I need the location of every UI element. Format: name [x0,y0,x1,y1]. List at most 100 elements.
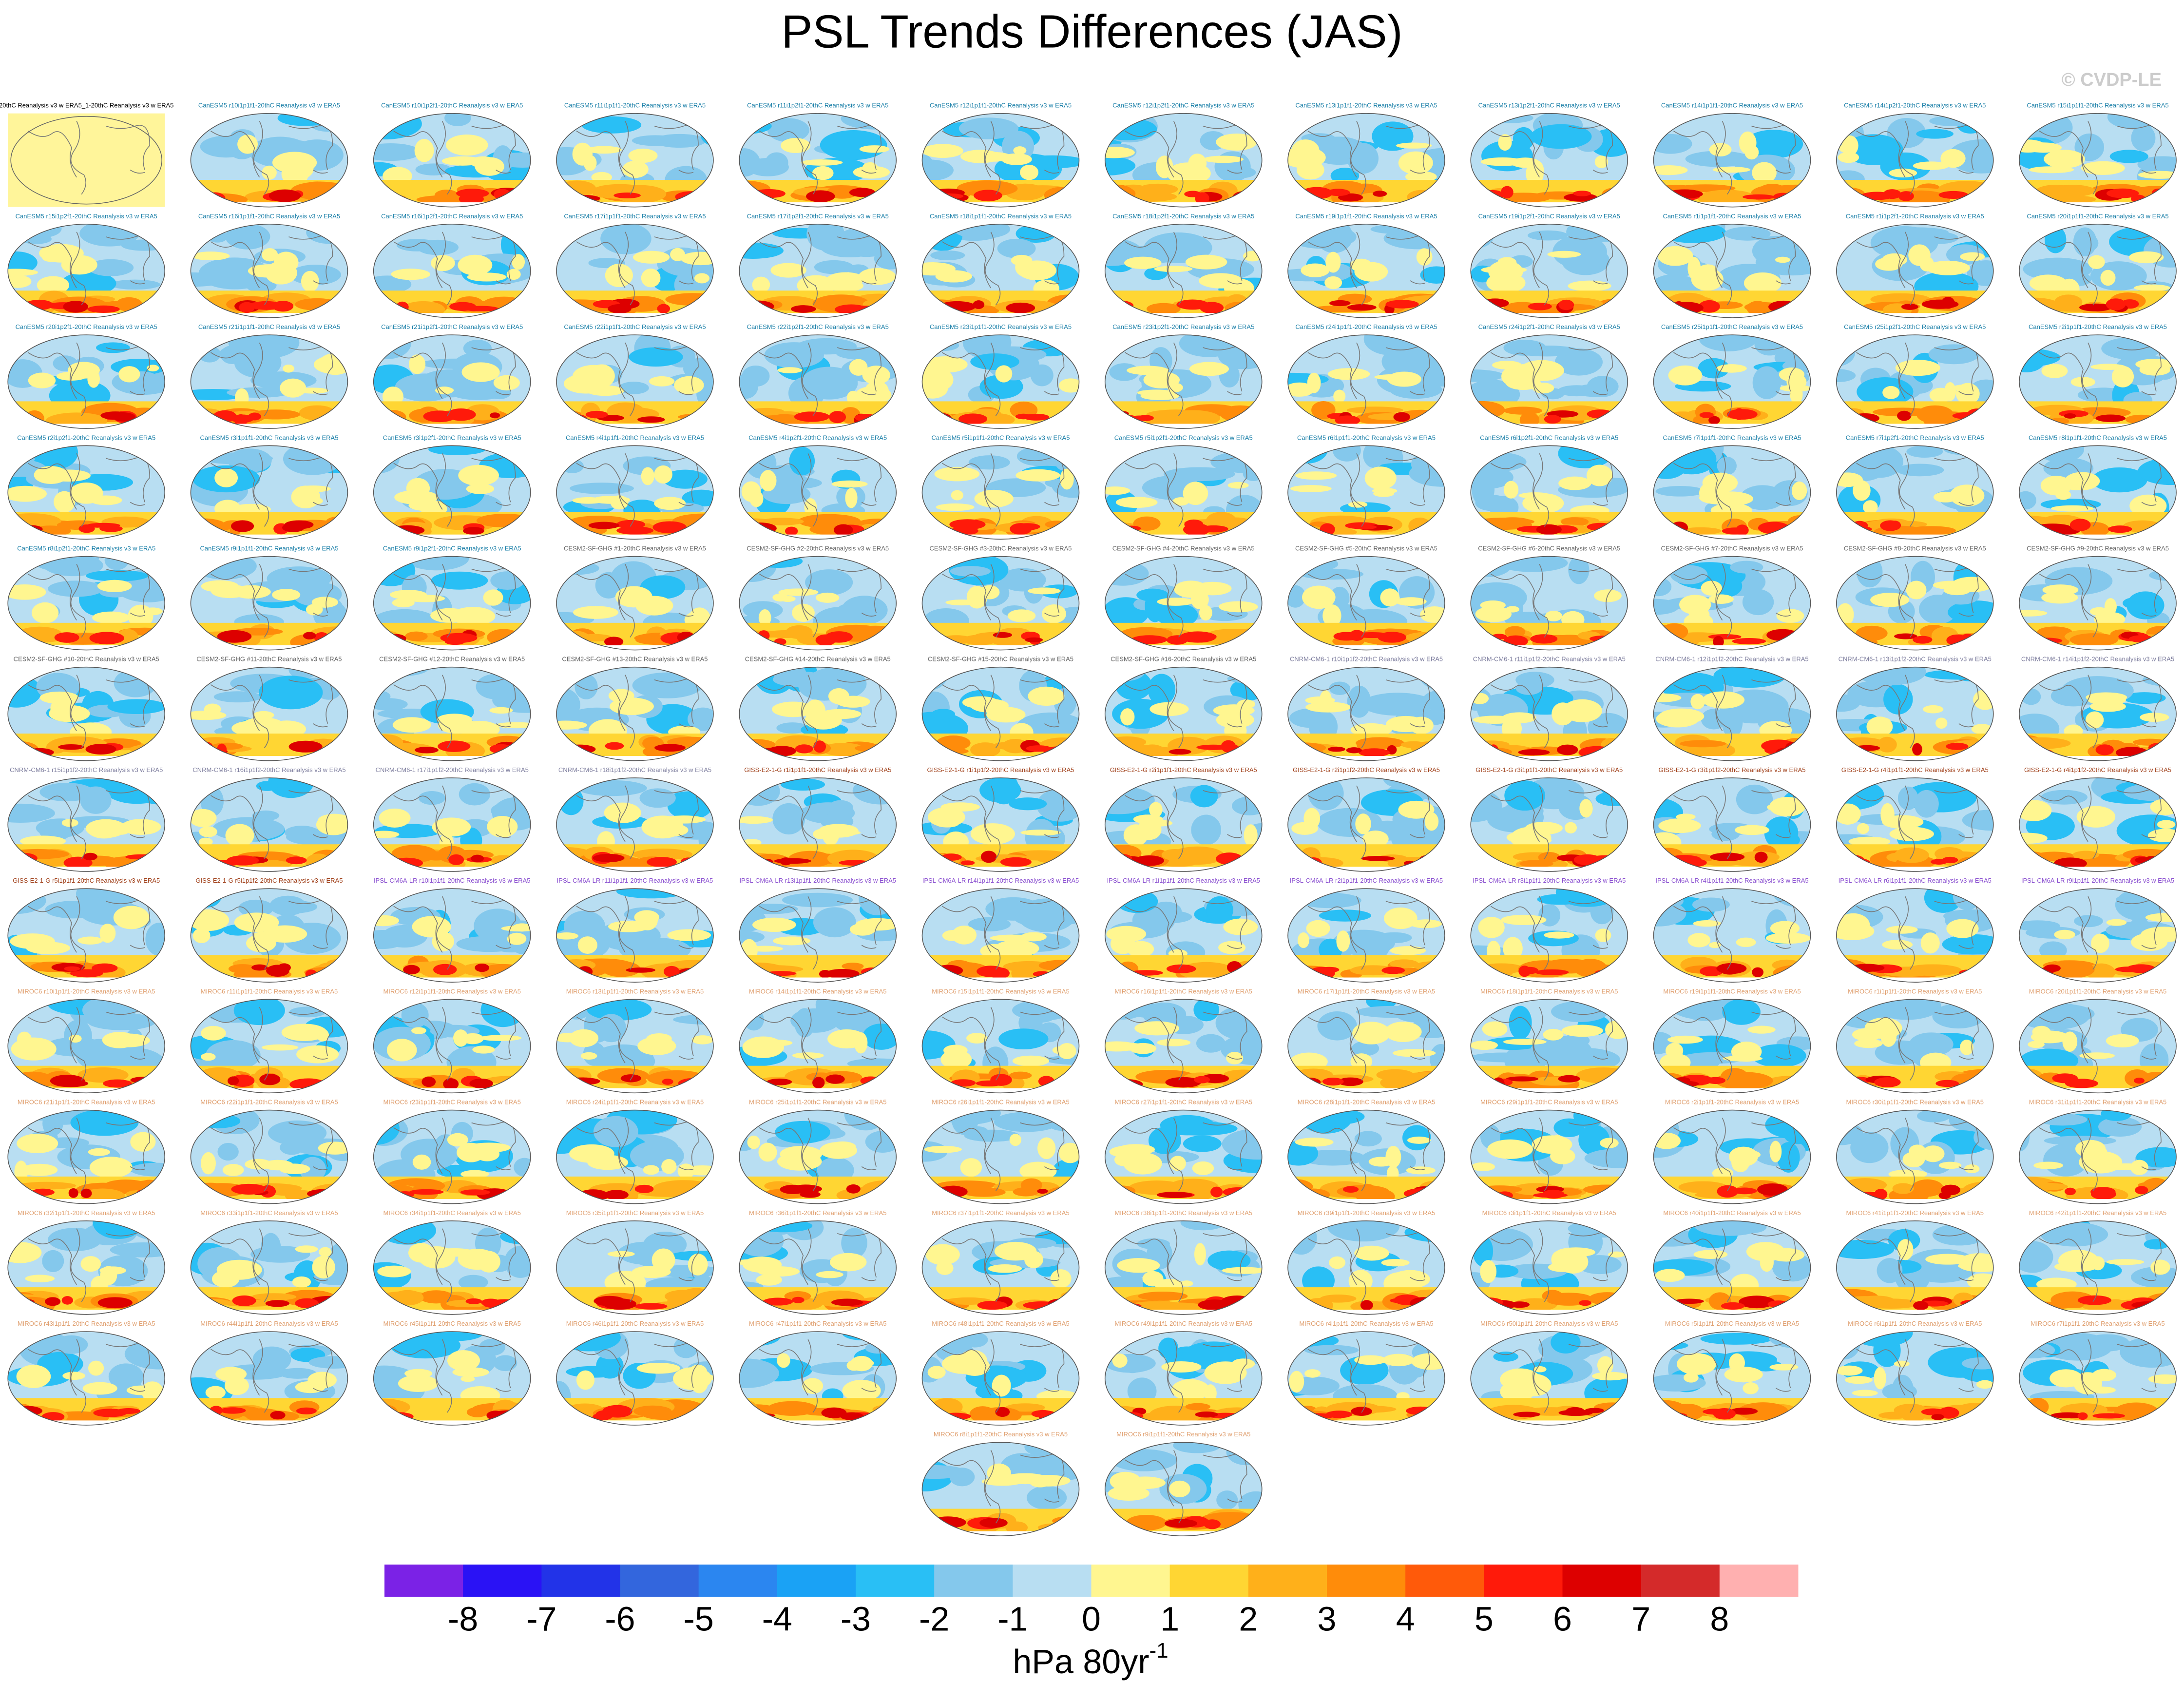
map-blob [1739,1296,1775,1309]
map-blob [391,269,430,280]
map-antarctica [1836,756,1993,761]
map-blob [217,1142,239,1161]
map-blob [67,362,100,379]
panel-label: CNRM-CM6-1 r14i1p1f2-20thC Reanalysis v3… [2021,656,2174,663]
map-blob [1736,937,1756,948]
map [922,335,1079,429]
map-outline [1836,445,1994,540]
map-blob [782,892,853,908]
map-outline [1287,113,1445,208]
map-blob [1133,516,1161,531]
coastline [1899,1007,1915,1081]
coastline [27,1127,77,1175]
panel-label: CanESM5 r19i1p2f1-20thC Reanalysis v3 w … [1478,213,1620,220]
panel-label: GISS-E2-1-G r3i1p1f2-20thC Reanalysis v3… [1658,766,1805,774]
map-blob [1938,191,1969,199]
map-blob [1935,717,1948,729]
map-blob [259,676,323,710]
coastline [1307,1238,1357,1285]
map-antarctica [2019,1199,2177,1204]
map-blob [2062,1031,2078,1052]
map-blob [461,362,500,382]
map-blob [1712,167,1751,173]
map-blob [31,602,59,624]
coastline [1227,945,1242,949]
coastline [1410,502,1425,506]
coastline [1044,1055,1059,1060]
map-blob [490,412,500,419]
map-antarctica [1287,977,1445,983]
coastline [2141,1277,2157,1281]
coastline [861,280,877,285]
coastline [1125,573,1174,620]
map-blob [1676,813,1696,820]
panel-label: MIROC6 r15i1p1f1-20thC Reanalysis v3 w E… [932,987,1070,995]
coastline [211,1349,260,1396]
panel-label: 20thC Reanalysis v3 w ERA5_1-20thC Reana… [0,102,173,109]
map-blob [1014,909,1066,927]
coastline [1899,1228,1915,1302]
map-outline [1104,777,1263,872]
coastline [130,280,145,285]
map-blob [1291,139,1320,162]
map-blob [2069,519,2091,531]
map-blob [1218,601,1258,613]
map-blob [1752,1044,1806,1067]
map-blob [215,1367,247,1381]
panel-label: CESM2-SF-GHG #5-20thC Reanalysis v3 w ER… [1295,544,1437,552]
coastline [1125,1016,1174,1064]
map-blob [792,603,815,622]
map-blob [2089,701,2126,712]
map-blob [1338,1077,1363,1086]
coastline [678,1166,694,1171]
map [1653,777,1811,871]
map-antarctica [8,977,165,983]
map-blob [1020,164,1039,180]
map-blob [1143,910,1192,924]
map-blob [280,378,307,398]
coastline [802,896,818,970]
coastline [985,342,1001,416]
map-blob [1546,1293,1591,1303]
map-blob [1721,1302,1745,1310]
map-blob [1699,335,1758,351]
coastline [576,1127,626,1175]
map-blob [1913,1301,1929,1310]
map-blob [1938,494,1958,502]
map-antarctica [1653,313,1811,318]
coastline [1490,241,1540,289]
map-blob [1137,819,1162,840]
map [191,113,348,207]
map-blob [752,276,770,293]
map-blob [1770,921,1800,936]
coastline [393,1238,443,1285]
map-outline [1104,556,1263,651]
panel-label: GISS-E2-1-G r3i1p1f1-20thC Reanalysis v3… [1475,766,1623,774]
coastline [1168,232,1184,306]
map-blob [191,809,217,827]
coastline [985,453,1001,527]
coastline [1856,241,1906,289]
map-blob [1361,1220,1390,1238]
map-blob [1909,1032,1954,1057]
map-antarctica [191,1088,348,1093]
map-blob [2090,1188,2116,1200]
map-blob [604,1190,629,1200]
map-blob [452,1367,489,1377]
map-blob [198,837,213,846]
map-blob [118,366,140,383]
panel-label: CanESM5 r5i1p1f1-20thC Reanalysis v3 w E… [931,434,1070,441]
coastline [759,352,808,399]
map-blob [1471,1040,1498,1050]
map-blob [566,1366,622,1378]
map-blob [635,596,673,616]
map-blob [1667,1035,1703,1044]
panel-label: IPSL-CM6A-LR r9i1p1f1-20thC Reanalysis v… [2021,877,2174,884]
map-blob [2086,692,2127,703]
map-blob [1697,190,1757,207]
map-blob [849,188,876,197]
map-blob [634,910,659,925]
map-blob [821,743,865,756]
coastline [496,391,511,395]
map-blob [1390,946,1426,955]
